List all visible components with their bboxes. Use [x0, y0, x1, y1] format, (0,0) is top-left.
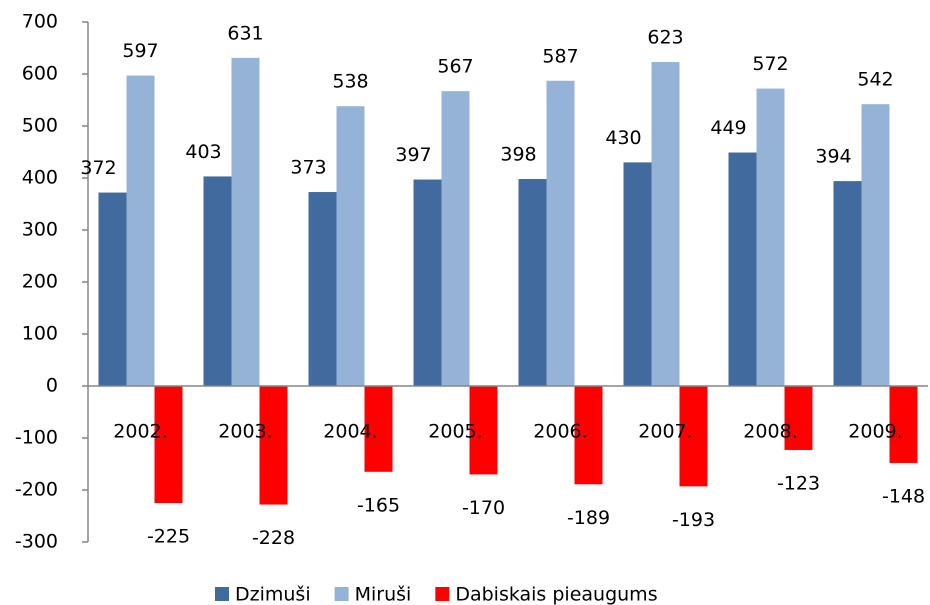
bar — [231, 57, 260, 386]
x-tick-label: 2009. — [848, 421, 902, 443]
x-tick-label: 2006. — [533, 421, 587, 443]
legend-label: Miruši — [355, 584, 412, 605]
data-label: 567 — [437, 56, 473, 78]
x-tick-label: 2008. — [743, 421, 797, 443]
data-label: 542 — [857, 69, 893, 91]
data-label: 373 — [290, 157, 326, 179]
data-label: 587 — [542, 45, 578, 67]
data-label: 403 — [185, 141, 221, 163]
y-tick-label: 600 — [22, 63, 58, 85]
data-label: 430 — [605, 127, 641, 149]
y-tick-label: 200 — [22, 271, 58, 293]
bar — [833, 181, 862, 386]
bar — [889, 386, 918, 463]
bar — [203, 176, 232, 386]
bar — [364, 386, 393, 472]
data-label: 572 — [752, 53, 788, 75]
legend-label: Dabiskais pieaugums — [455, 584, 657, 605]
bar — [623, 162, 652, 386]
y-tick-label: 300 — [22, 219, 58, 241]
bar — [728, 152, 757, 386]
data-label: 623 — [647, 27, 683, 49]
data-label: -123 — [777, 472, 820, 494]
bar — [518, 179, 547, 386]
y-tick-label: 0 — [46, 375, 58, 397]
bar — [413, 179, 442, 386]
data-label: 372 — [80, 157, 116, 179]
bar — [469, 386, 498, 475]
y-tick-label: -100 — [15, 427, 58, 449]
bar — [259, 386, 288, 505]
data-label: -193 — [672, 509, 715, 531]
legend-label: Dzimuši — [235, 584, 311, 605]
bar — [574, 386, 603, 485]
y-tick-label: -300 — [15, 531, 58, 553]
bar — [679, 386, 708, 487]
bar — [651, 62, 680, 386]
bar — [126, 75, 155, 386]
bar — [308, 192, 337, 386]
y-tick-label: 700 — [22, 11, 58, 33]
data-label: -165 — [357, 494, 400, 516]
data-label: -189 — [567, 507, 610, 529]
bar — [441, 91, 470, 386]
y-tick-label: 400 — [22, 167, 58, 189]
x-tick-label: 2004. — [323, 421, 377, 443]
data-label: 631 — [227, 22, 263, 44]
data-label: 597 — [122, 40, 158, 62]
data-label: -170 — [462, 497, 505, 519]
bar — [784, 386, 813, 450]
bar — [861, 104, 890, 386]
data-label: 394 — [815, 146, 851, 168]
x-tick-label: 2003. — [218, 421, 272, 443]
data-label: 398 — [500, 144, 536, 166]
x-tick-label: 2007. — [638, 421, 692, 443]
bar — [546, 80, 575, 386]
data-label: 449 — [710, 117, 746, 139]
bar — [154, 386, 183, 503]
x-tick-label: 2005. — [428, 421, 482, 443]
bar — [336, 106, 365, 387]
y-tick-label: -200 — [15, 479, 58, 501]
legend-swatch — [435, 587, 450, 601]
data-label: -225 — [147, 526, 190, 548]
legend-swatch — [215, 587, 229, 601]
data-label: -228 — [252, 527, 295, 549]
x-tick-label: 2002. — [113, 421, 167, 443]
data-label: 397 — [395, 144, 431, 166]
data-label: 538 — [332, 71, 368, 93]
y-tick-label: 100 — [22, 323, 58, 345]
legend-swatch — [334, 587, 349, 601]
bar — [756, 88, 785, 386]
data-label: -148 — [882, 485, 925, 507]
bar — [98, 192, 127, 386]
y-tick-label: 500 — [22, 115, 58, 137]
